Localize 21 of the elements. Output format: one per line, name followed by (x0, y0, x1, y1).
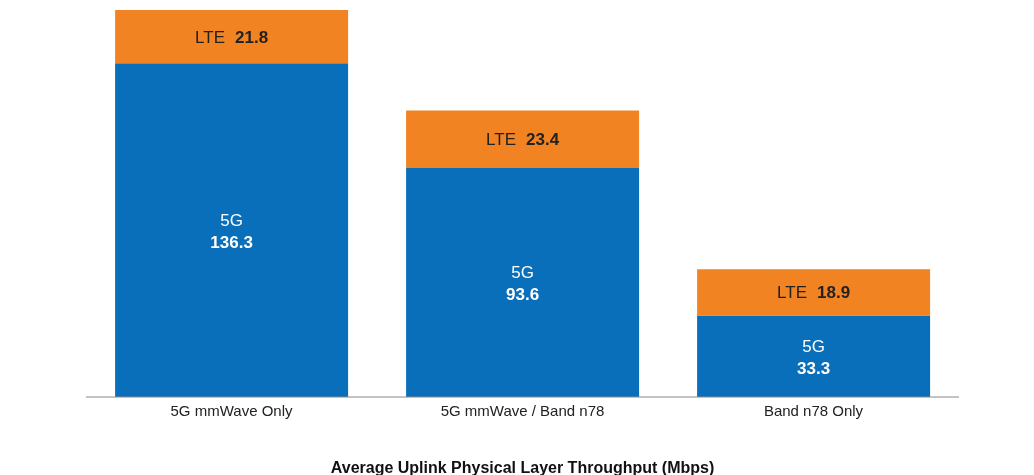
x-tick-label: Band n78 Only (763, 401, 864, 419)
data-label: 21.8 (235, 27, 269, 47)
text: LTE (195, 27, 226, 47)
x-tick-label: 5G mmWave / Band n78 (440, 401, 605, 419)
bar (406, 110, 640, 168)
data-label: 18.9 (817, 283, 851, 303)
data-label: 23.4 (526, 130, 560, 150)
bar (406, 167, 640, 397)
text: 5G (220, 211, 243, 231)
series-label: LTE (777, 283, 808, 303)
series-label: 5G (802, 337, 825, 357)
x-tick-label: 5G mmWave Only (170, 401, 293, 419)
bar (697, 269, 931, 316)
data-label: 136.3 (210, 233, 253, 253)
bar (115, 10, 349, 64)
data-label: 93.6 (506, 285, 540, 305)
data-label: 33.3 (797, 359, 831, 379)
text: LTE (486, 130, 517, 150)
bar (115, 63, 349, 397)
text: 5G (511, 263, 534, 283)
bar (697, 315, 931, 397)
